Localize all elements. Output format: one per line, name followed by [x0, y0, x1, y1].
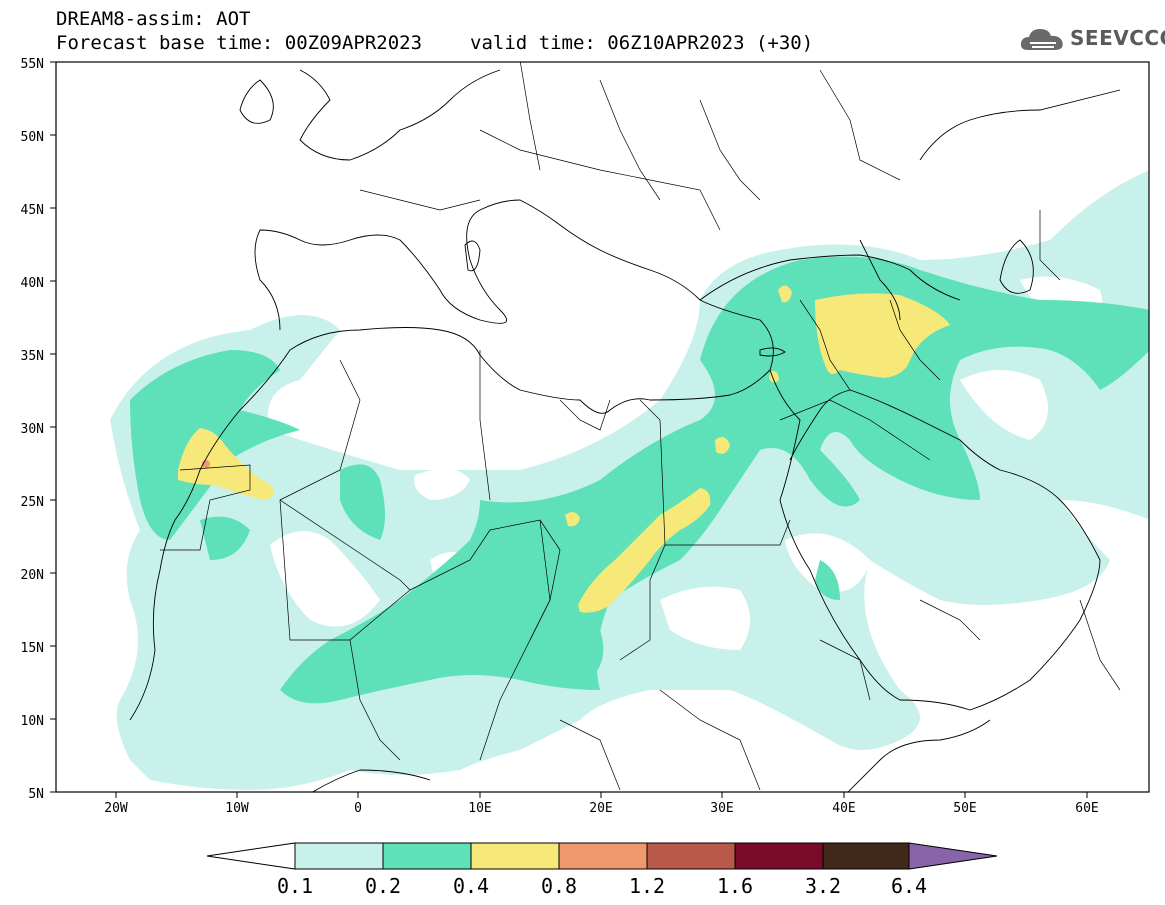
lon-label: 10W — [225, 801, 249, 816]
country-borders — [160, 62, 1121, 791]
aot-level-0.4 — [178, 285, 950, 613]
colorbar-label: 0.8 — [541, 874, 577, 898]
colorbar-swatch — [470, 842, 560, 870]
lat-label: 45N — [21, 203, 44, 218]
aot-below-threshold — [270, 276, 1103, 650]
aot-level-0.2 — [130, 256, 1149, 704]
latitude-axis: 55N 50N 45N 40N 35N 30N 25N 20N 15N 10N … — [21, 57, 56, 802]
lon-label: 60E — [1075, 801, 1098, 816]
cloud-icon — [1020, 29, 1063, 50]
map-frame — [55, 61, 1150, 793]
lon-label: 40E — [832, 801, 855, 816]
lat-label: 25N — [21, 495, 44, 510]
colorbar-swatch — [646, 842, 736, 870]
colorbar-swatch — [294, 842, 384, 870]
colorbar-label: 0.4 — [453, 874, 489, 898]
lat-label: 55N — [21, 57, 44, 72]
colorbar-high-arrow — [908, 842, 998, 870]
lat-label: 35N — [21, 349, 44, 364]
lat-label: 30N — [21, 422, 44, 437]
longitude-axis: 20W 10W 0 10E 20E 30E 40E 50E 60E — [104, 792, 1099, 816]
colorbar-swatch — [734, 842, 824, 870]
lat-label: 40N — [21, 276, 44, 291]
lat-label: 20N — [21, 568, 44, 583]
lon-label: 0 — [354, 801, 362, 816]
colorbar: 0.1 0.2 0.4 0.8 1.2 1.6 3.2 6.4 — [206, 842, 998, 898]
aot-level-0.1 — [110, 170, 1149, 790]
colorbar-label: 1.6 — [717, 874, 753, 898]
colorbar-label: 0.1 — [277, 874, 313, 898]
lon-label: 10E — [468, 801, 491, 816]
forecast-base-time: Forecast base time: 00Z09APR2023 — [56, 32, 423, 54]
colorbar-swatch — [558, 842, 648, 870]
lat-label: 50N — [21, 130, 44, 145]
lon-label: 30E — [710, 801, 733, 816]
lat-ticks — [50, 61, 56, 793]
aot-field — [110, 170, 1149, 790]
lat-label: 5N — [28, 787, 44, 802]
colorbar-label: 0.2 — [365, 874, 401, 898]
lon-label: 20W — [104, 801, 128, 816]
logo-text: SEEVCCC — [1070, 26, 1165, 50]
aot-level-0.8 — [202, 460, 210, 468]
coastlines — [129, 69, 1121, 792]
seevccc-logo: SEEVCCC — [1018, 24, 1165, 56]
colorbar-swatch — [382, 842, 472, 870]
lat-label: 10N — [21, 714, 44, 729]
valid-time: valid time: 06Z10APR2023 (+30) — [470, 32, 814, 54]
lon-ticks — [115, 792, 1088, 798]
colorbar-low-arrow — [206, 842, 296, 870]
lat-label: 15N — [21, 641, 44, 656]
lon-label: 20E — [589, 801, 612, 816]
colorbar-swatch — [822, 842, 910, 870]
colorbar-label: 1.2 — [629, 874, 665, 898]
colorbar-label: 6.4 — [891, 874, 927, 898]
lon-label: 50E — [953, 801, 976, 816]
map-title: DREAM8-assim: AOT — [56, 8, 251, 30]
colorbar-label: 3.2 — [805, 874, 841, 898]
